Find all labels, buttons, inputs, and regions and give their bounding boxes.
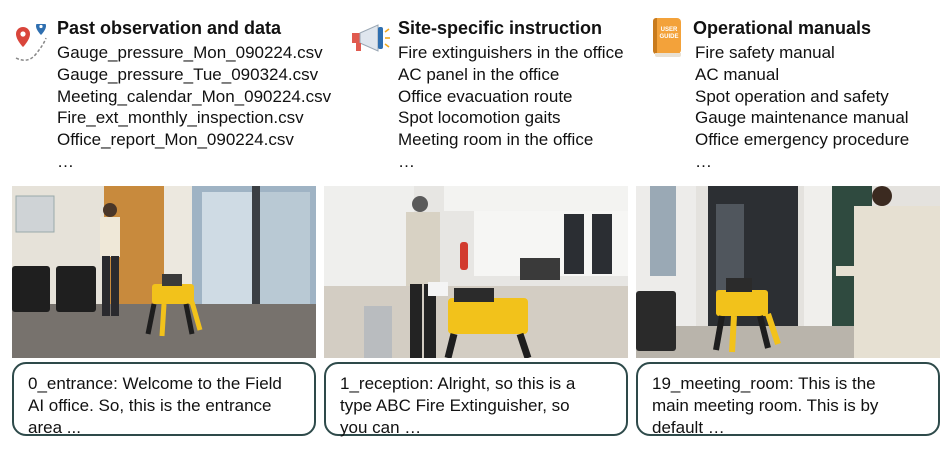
list-item: …	[57, 151, 74, 171]
item-list: Fire safety manual AC manual Spot operat…	[695, 42, 909, 173]
map-pin-route-icon	[15, 24, 47, 61]
column-past-observation: Past observation and data Gauge_pressure…	[0, 0, 331, 180]
list-item: Fire_ext_monthly_inspection.csv	[57, 108, 304, 128]
list-item: Office emergency procedure	[695, 130, 910, 150]
column-title: Operational manuals	[693, 18, 872, 38]
caption-line: area ...	[28, 418, 81, 437]
list-item: Meeting room in the office	[398, 130, 594, 150]
caption-entrance: 0_entrance: Welcome to the Field AI offi…	[12, 362, 316, 437]
list-item: AC manual	[695, 64, 780, 84]
list-item: …	[695, 151, 712, 171]
column-title: Past observation and data	[57, 18, 282, 38]
caption-line: you can …	[340, 418, 422, 437]
list-item: Fire extinguishers in the office	[398, 43, 624, 62]
caption-line: AI office. So, this is the entrance	[28, 396, 272, 415]
item-list: Fire extinguishers in the office AC pane…	[398, 42, 624, 173]
item-list: Gauge_pressure_Mon_090224.csv Gauge_pres…	[57, 42, 331, 173]
list-item: Office_report_Mon_090224.csv	[57, 130, 294, 150]
caption-line: default …	[652, 418, 725, 437]
photo-meeting-room	[636, 186, 940, 358]
column-site-instruction: Site-specific instruction Fire extinguis…	[330, 0, 640, 180]
megaphone-icon	[352, 24, 390, 52]
user-guide-book-icon: USER GUIDE	[653, 18, 683, 58]
list-item: Spot operation and safety	[695, 86, 889, 106]
list-item: Gauge_pressure_Tue_090324.csv	[57, 64, 319, 84]
caption-line: 0_entrance: Welcome to the Field	[28, 374, 282, 393]
list-item: Spot locomotion gaits	[398, 108, 561, 128]
photo-reception	[324, 186, 628, 358]
photo-entrance	[12, 186, 316, 358]
caption-line: type ABC Fire Extinguisher, so	[340, 396, 570, 415]
caption-line: main meeting room. This is by	[652, 396, 879, 415]
column-operational-manuals: USER GUIDE Operational manuals Fire safe…	[645, 0, 952, 180]
list-item: …	[398, 151, 415, 171]
list-item: Fire safety manual	[695, 43, 835, 62]
list-item: Meeting_calendar_Mon_090224.csv	[57, 86, 332, 106]
list-item: Office evacuation route	[398, 86, 573, 106]
list-item: Gauge_pressure_Mon_090224.csv	[57, 43, 323, 62]
list-item: Gauge maintenance manual	[695, 108, 909, 128]
book-label: USER GUIDE	[659, 27, 679, 40]
column-title: Site-specific instruction	[398, 18, 603, 38]
caption-line: 19_meeting_room: This is the	[652, 374, 876, 393]
caption-meeting-room: 19_meeting_room: This is the main meetin…	[636, 362, 940, 437]
caption-reception: 1_reception: Alright, so this is a type …	[324, 362, 628, 437]
list-item: AC panel in the office	[398, 64, 560, 84]
caption-line: 1_reception: Alright, so this is a	[340, 374, 576, 393]
